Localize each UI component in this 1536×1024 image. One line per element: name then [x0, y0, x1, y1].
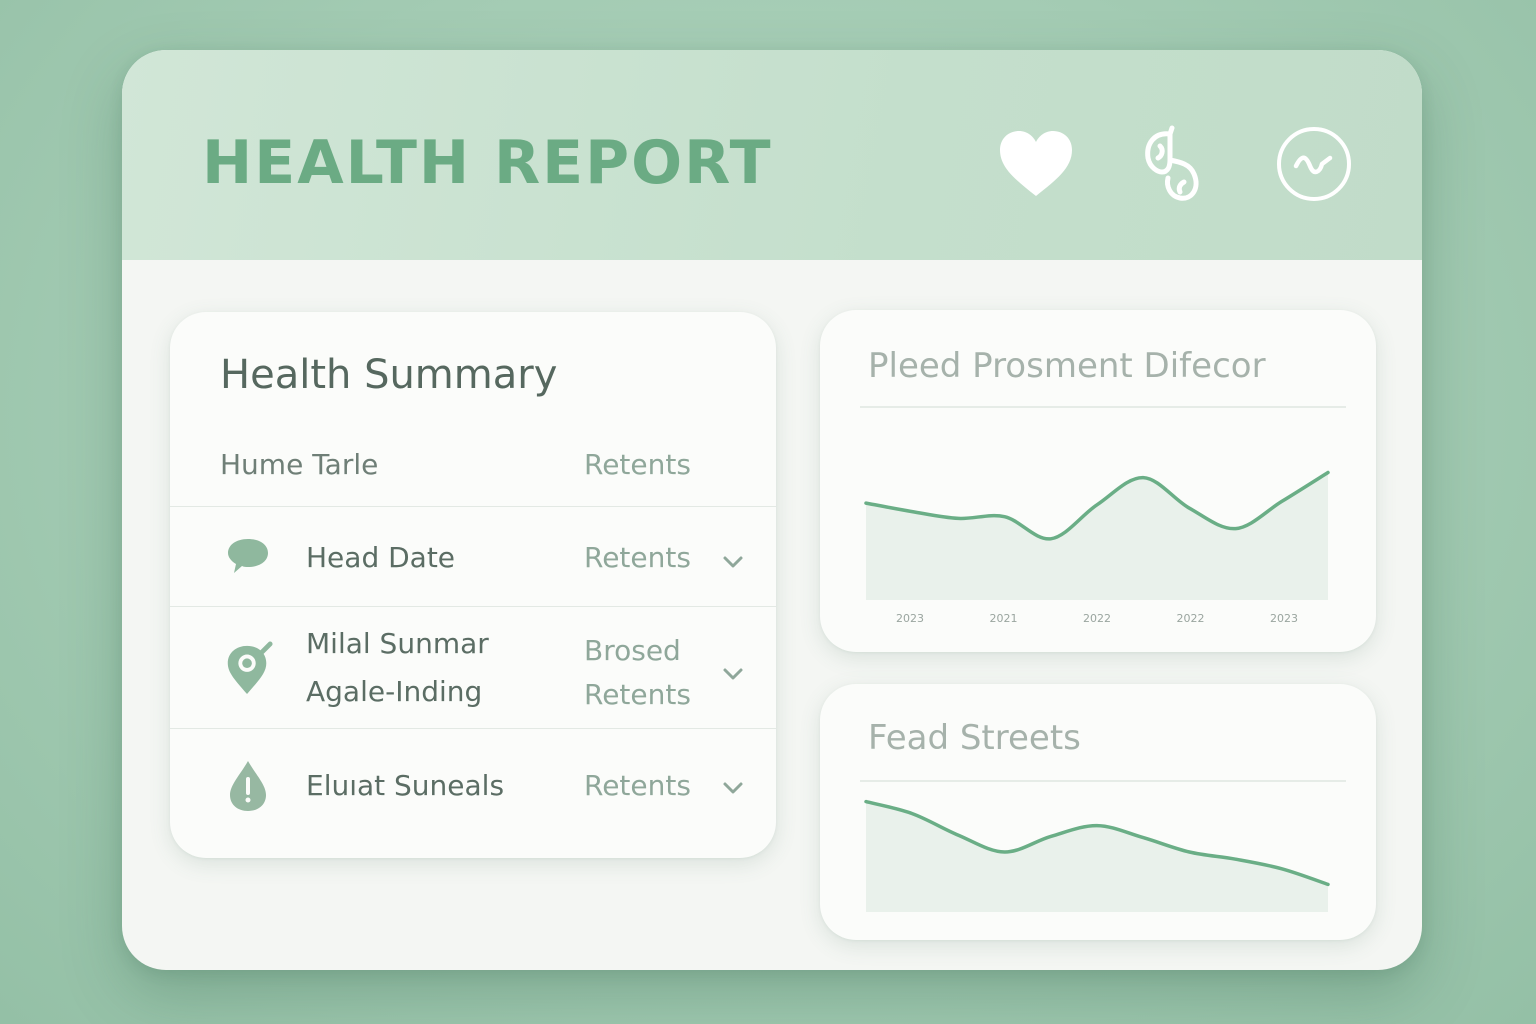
column-header-value: Retents [584, 448, 691, 481]
x-tick-label: 2023 [896, 612, 924, 625]
chart-title-1: Pleed Prosment Difecor [868, 346, 1266, 386]
chevron-down-icon[interactable] [718, 547, 748, 577]
row-value: Retents [584, 541, 691, 574]
area-fill [866, 472, 1328, 600]
chat-bubble-icon [222, 531, 274, 583]
line-chart-1: 2023 2021 2022 2022 2023 [864, 470, 1330, 625]
line-chart-2 [864, 799, 1330, 912]
summary-title: Health Summary [220, 352, 558, 398]
summary-row[interactable]: Milal Sunmar Agale-Inding Brosed Retents [170, 606, 776, 728]
heart-button[interactable] [994, 122, 1078, 206]
summary-row[interactable]: Eluıat Suneals Retents [170, 728, 776, 858]
heart-icon [1000, 131, 1072, 196]
x-tick-label: 2023 [1270, 612, 1298, 625]
pulse-button[interactable] [1272, 122, 1356, 206]
row-label: Head Date [306, 541, 456, 574]
chevron-down-icon[interactable] [718, 773, 748, 803]
drop-icon [222, 759, 274, 811]
chart-divider [860, 406, 1346, 408]
lungs-icon [1145, 125, 1199, 201]
row-label-line-2: Agale-Inding [306, 675, 483, 708]
page-title: HEALTH REPORT [202, 128, 773, 198]
location-pin-icon [222, 641, 274, 695]
chart-card-1: Pleed Prosment Difecor 2023 2021 2022 2022 2… [820, 310, 1376, 652]
x-tick-label: 2022 [1083, 612, 1111, 625]
lungs-button[interactable] [1134, 122, 1218, 206]
x-tick-label: 2021 [990, 612, 1018, 625]
chart-title-2: Fead Streets [868, 718, 1081, 758]
column-header-name: Hume Tarle [220, 448, 379, 481]
row-label-line-1: Milal Sunmar [306, 627, 489, 660]
pulse-icon [1277, 127, 1351, 201]
row-value: Retents [584, 769, 691, 802]
header-bar: HEALTH REPORT [122, 50, 1422, 260]
chart-card-2: Fead Streets [820, 684, 1376, 940]
row-label: Eluıat Suneals [306, 769, 505, 802]
x-tick-label: 2022 [1177, 612, 1205, 625]
row-value-line-2: Retents [584, 678, 691, 711]
chart-divider [860, 780, 1346, 782]
summary-row[interactable]: Head Date Retents [170, 506, 776, 606]
report-window: HEALTH REPORT [122, 50, 1422, 970]
series-line [864, 470, 1330, 541]
row-value-line-1: Brosed [584, 634, 681, 667]
chevron-down-icon[interactable] [718, 659, 748, 689]
health-summary-card: Health Summary Hume Tarle Retents Head D… [170, 312, 776, 858]
area-fill [866, 801, 1328, 912]
series-line [864, 799, 1330, 887]
